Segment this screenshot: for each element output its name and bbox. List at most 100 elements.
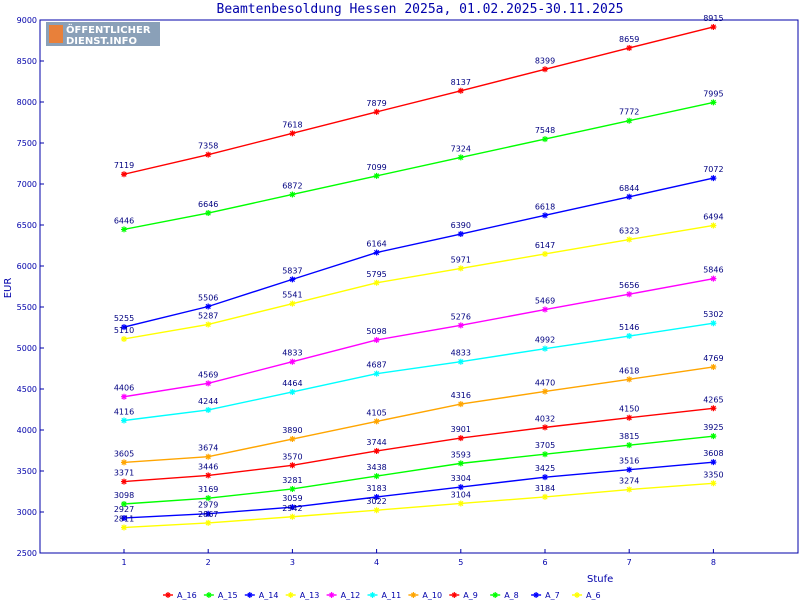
data-label: 7072: [703, 165, 723, 174]
data-point: [373, 418, 380, 425]
data-label: 5846: [703, 266, 723, 275]
data-label: 5287: [198, 311, 218, 320]
data-point: [373, 493, 380, 500]
data-label: 8915: [703, 14, 723, 23]
x-tick-label: 4: [374, 558, 379, 567]
data-label: 5656: [619, 281, 639, 290]
series-a-9: [121, 405, 717, 485]
data-point: [457, 358, 464, 365]
data-label: 3183: [366, 484, 386, 493]
logo-background: [46, 22, 160, 46]
data-point: [289, 276, 296, 283]
data-labels: 7119 7358 7618 7879 8137 8399 8659 8915 6446 6646…: [114, 14, 724, 524]
series-a-15: [121, 99, 717, 233]
data-point: [710, 480, 717, 487]
data-point: [542, 388, 548, 395]
data-label: 4618: [619, 366, 639, 375]
data-label: 3098: [114, 491, 134, 500]
data-label: 2942: [282, 504, 302, 513]
series-line: [123, 435, 714, 505]
logo-mark: [49, 25, 63, 43]
series-a-11: [121, 320, 717, 424]
data-label: 7995: [703, 89, 723, 98]
data-label: 4406: [114, 384, 134, 393]
data-label: 8659: [619, 35, 639, 44]
plot-frame: [39, 19, 799, 554]
y-tick-label: 6000: [17, 262, 37, 271]
legend-marker: [451, 592, 458, 598]
data-label: 5276: [451, 312, 471, 321]
data-label: 3705: [535, 441, 555, 450]
series-a-7: [121, 459, 717, 521]
logo-line1: ÖFFENTLICHER: [66, 22, 151, 36]
data-point: [542, 345, 548, 352]
data-label: 4833: [282, 349, 302, 358]
data-point: [710, 175, 717, 182]
data-label: 3274: [619, 477, 639, 486]
data-label: 3169: [198, 485, 218, 494]
data-label: 6494: [703, 212, 723, 221]
data-point: [710, 320, 717, 327]
legend-item-a-7: A_7: [531, 591, 560, 600]
data-label: 2811: [114, 514, 134, 523]
data-label: 3901: [451, 425, 471, 434]
data-label: 6618: [535, 202, 555, 211]
y-tick-label: 5500: [17, 303, 37, 312]
legend-item-a-8: A_8: [490, 591, 519, 600]
data-label: 8399: [535, 56, 555, 65]
y-axis-label: EUR: [3, 278, 14, 299]
data-label: 5795: [366, 270, 386, 279]
x-tick-label: 5: [458, 558, 463, 567]
data-label: 3304: [451, 474, 471, 483]
legend-marker: [533, 592, 540, 598]
data-point: [205, 519, 212, 526]
legend-marker: [410, 592, 417, 598]
series-line: [123, 366, 714, 464]
data-point: [121, 335, 127, 342]
data-label: 2979: [198, 501, 218, 510]
series-line: [123, 461, 714, 519]
data-point: [205, 472, 212, 479]
data-point: [373, 370, 380, 377]
data-label: 7772: [619, 108, 639, 117]
data-point: [205, 380, 212, 387]
data-point: [121, 417, 127, 424]
data-label: 8137: [451, 78, 471, 87]
data-point: [205, 406, 212, 413]
series-line: [123, 26, 714, 175]
data-label: 6446: [114, 216, 134, 225]
data-point: [710, 23, 717, 30]
data-label: 3059: [282, 494, 302, 503]
data-point: [121, 514, 127, 521]
y-tick-label: 8000: [17, 98, 37, 107]
data-label: 3371: [114, 469, 134, 478]
data-point: [542, 212, 548, 219]
data-label: 3438: [366, 463, 386, 472]
data-label: 5146: [619, 323, 639, 332]
data-point: [205, 151, 212, 158]
series-layer: [121, 23, 717, 531]
data-point: [457, 87, 464, 94]
data-label: 3281: [282, 476, 302, 485]
data-point: [289, 191, 296, 198]
y-tick-label: 8500: [17, 57, 37, 66]
data-point: [457, 401, 464, 408]
data-point: [373, 336, 380, 343]
series-line: [123, 322, 714, 422]
legend-label: A_13: [300, 591, 320, 600]
data-point: [626, 193, 633, 200]
data-point: [542, 306, 548, 313]
data-label: 3605: [114, 449, 134, 458]
data-point: [121, 478, 127, 485]
data-point: [121, 226, 127, 233]
data-point: [373, 249, 380, 256]
data-point: [289, 130, 296, 137]
data-point: [626, 376, 633, 383]
data-point: [205, 303, 212, 310]
data-point: [542, 474, 548, 481]
x-tick-label: 2: [206, 558, 211, 567]
data-label: 5469: [535, 297, 555, 306]
series-line: [123, 407, 714, 483]
data-label: 3744: [366, 438, 386, 447]
data-label: 5837: [282, 266, 302, 275]
